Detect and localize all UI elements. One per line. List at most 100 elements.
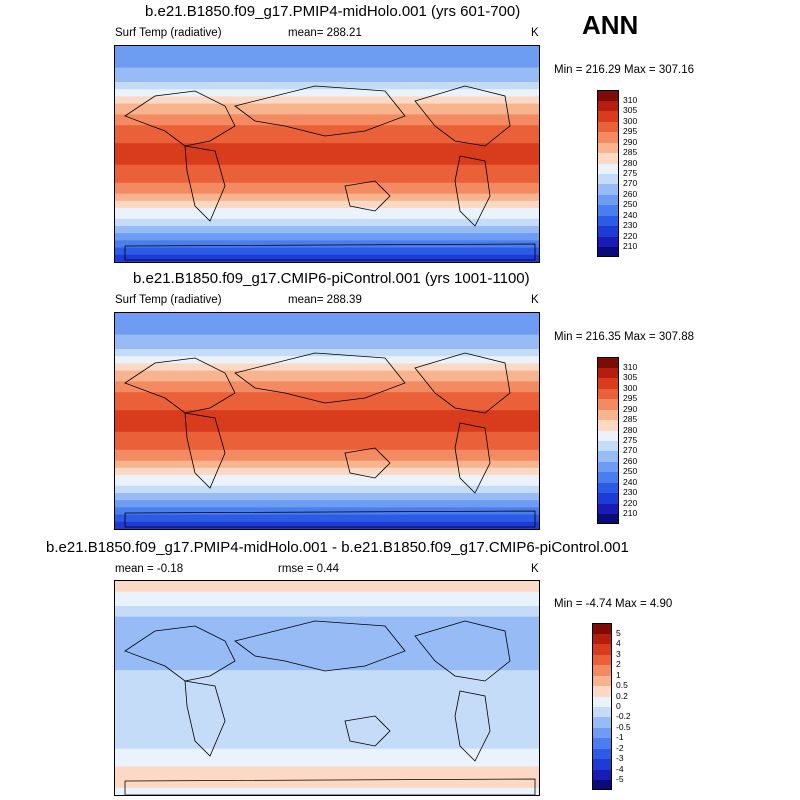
map-band [115, 727, 539, 732]
colorbar-tick-label: 0.2 [616, 690, 628, 701]
map-band [115, 518, 539, 523]
colorbar-tick-label: 3 [616, 648, 621, 659]
colorbar-box [597, 440, 619, 452]
colorbar-tick-label: 290 [623, 136, 638, 147]
panel2-title: b.e21.B1850.f09_g17.CMIP6-piControl.001 … [133, 270, 530, 287]
colorbar-box [597, 450, 619, 462]
colorbar-tick-label: 220 [623, 230, 638, 241]
panel2-mean: mean= 288.39 [288, 294, 362, 306]
map-band [115, 56, 539, 61]
colorbar-box [597, 90, 619, 101]
panel3-minmax: Min = -4.74 Max = 4.90 [554, 598, 673, 610]
map-band [115, 121, 539, 126]
colorbar-box [597, 492, 619, 504]
colorbar-box [592, 737, 612, 749]
colorbar-frame [597, 357, 619, 524]
map-band [115, 406, 539, 411]
map-band [115, 143, 539, 148]
colorbar-tick-label: 5 [616, 627, 621, 638]
map-band [115, 320, 539, 325]
map-band [115, 670, 539, 675]
map-band [115, 424, 539, 429]
map-band [115, 627, 539, 632]
map-band [115, 107, 539, 112]
map-band [115, 204, 539, 209]
map-band [115, 602, 539, 607]
map-band [115, 118, 539, 123]
map-band [115, 588, 539, 593]
map-band [115, 128, 539, 133]
colorbar-tick-label: 0.5 [616, 680, 628, 691]
colorbar-tick-label: -4 [616, 763, 624, 774]
map-band [115, 655, 539, 661]
map-band [115, 226, 539, 231]
map-band [115, 381, 539, 386]
map-band [115, 695, 539, 700]
map-band [115, 46, 539, 51]
map-band [115, 780, 539, 785]
coastline [124, 357, 236, 414]
colorbar-box [597, 183, 619, 195]
coastline [184, 145, 226, 222]
colorbar-tick-label: 285 [623, 147, 638, 158]
coastline [124, 243, 536, 261]
colorbar-box [592, 716, 612, 728]
map-band [115, 125, 539, 130]
season-label: ANN [582, 10, 639, 40]
colorbar-box [592, 769, 612, 781]
map-band [115, 641, 539, 646]
map-band [115, 677, 539, 682]
map-band [115, 503, 539, 508]
colorbar-box [597, 461, 619, 473]
map-band [115, 616, 539, 621]
panel2-map-field [115, 313, 539, 529]
map-band [115, 74, 539, 79]
map-band [115, 623, 539, 628]
map-band [115, 439, 539, 444]
map-band [115, 71, 539, 76]
colorbar-tick-label: 0 [616, 701, 621, 711]
colorbar-box [597, 163, 619, 174]
colorbar-tick-label: 300 [623, 382, 638, 393]
map-band [115, 359, 539, 364]
map-band [115, 460, 539, 465]
panel3-mean: mean = -0.18 [115, 563, 184, 575]
panel1-map-field [115, 46, 539, 262]
map-band [115, 175, 539, 180]
colorbar-box [597, 482, 619, 494]
coastline [234, 352, 406, 404]
colorbar-tick-label: 295 [623, 126, 638, 137]
colorbar-box [592, 623, 612, 634]
panel1-map [114, 45, 540, 263]
map-band [115, 467, 539, 472]
map-band [115, 114, 539, 119]
map-band [115, 233, 539, 238]
map-band [115, 605, 539, 611]
colorbar-tick-label: -1 [616, 732, 624, 743]
map-band [115, 374, 539, 379]
colorbar-box [597, 513, 619, 525]
map-band [115, 211, 539, 216]
map-band [115, 709, 539, 714]
colorbar-box [592, 654, 612, 666]
colorbar-tick-label: 305 [623, 372, 638, 383]
map-band [115, 591, 539, 596]
map-band [115, 705, 539, 710]
colorbar-box [597, 131, 619, 143]
map-band [115, 716, 539, 721]
coastline [344, 715, 391, 747]
map-band [115, 392, 539, 397]
map-band [115, 323, 539, 328]
map-band [115, 222, 539, 227]
map-band [115, 367, 539, 372]
panel1-minmax: Min = 216.29 Max = 307.16 [554, 64, 695, 76]
map-band [115, 136, 539, 141]
panel3-rmse: rmse = 0.44 [278, 563, 340, 575]
map-band [115, 172, 539, 177]
map-band [115, 179, 539, 184]
colorbar-tick-label: 260 [623, 188, 638, 199]
map-band [115, 475, 539, 480]
colorbar-tick-label: -0.2 [616, 711, 631, 722]
colorbar-box [597, 398, 619, 410]
map-band [115, 766, 539, 771]
